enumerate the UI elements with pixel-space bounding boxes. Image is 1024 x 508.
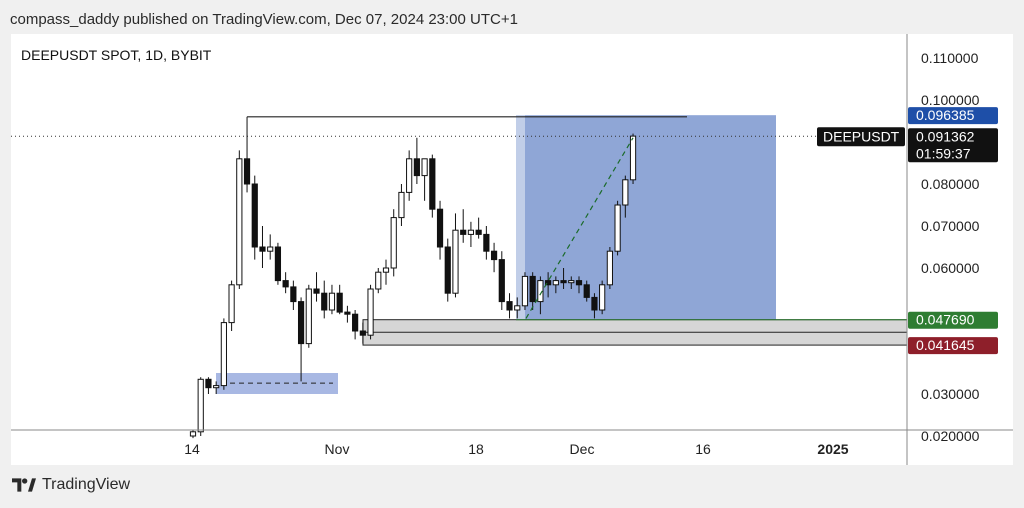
candle[interactable]: [297, 301, 305, 345]
candle[interactable]: [444, 246, 451, 294]
footer-brand: TradingView: [42, 476, 131, 493]
candle[interactable]: [490, 250, 498, 261]
candle[interactable]: [460, 229, 467, 235]
symbol-tag: [817, 127, 905, 147]
y-tick-label: 0.110000: [921, 50, 979, 66]
candle[interactable]: [274, 246, 282, 282]
candle[interactable]: [622, 179, 629, 206]
candle[interactable]: [452, 229, 459, 294]
candle[interactable]: [213, 385, 220, 389]
last-price-value: 0.091362: [916, 128, 975, 144]
candle[interactable]: [251, 183, 258, 248]
candle[interactable]: [375, 271, 382, 290]
candle[interactable]: [344, 311, 351, 315]
candle[interactable]: [421, 158, 428, 177]
candle[interactable]: [406, 158, 413, 193]
candle[interactable]: [359, 330, 366, 336]
candle[interactable]: [290, 286, 297, 303]
candle[interactable]: [537, 280, 544, 303]
y-tick-label: 0.020000: [921, 428, 980, 444]
candle[interactable]: [336, 292, 343, 313]
x-tick-label: 14: [184, 441, 200, 457]
candle[interactable]: [498, 259, 505, 303]
candle[interactable]: [614, 204, 621, 252]
candle[interactable]: [560, 280, 567, 284]
candle[interactable]: [352, 313, 359, 332]
candle[interactable]: [467, 229, 475, 235]
candle[interactable]: [552, 280, 559, 286]
candle[interactable]: [382, 267, 390, 273]
candle[interactable]: [575, 280, 583, 286]
tradingview-logo-icon: [12, 478, 36, 492]
y-tick-label: 0.060000: [921, 260, 980, 276]
symbol-tag-text: DEEPUSDT: [823, 128, 900, 144]
candle[interactable]: [282, 280, 289, 288]
projection-dashed-line: [525, 137, 634, 319]
y-tick-label: 0.070000: [921, 218, 980, 234]
candle[interactable]: [606, 250, 613, 286]
entry-price-badge-text: 0.047690: [916, 312, 975, 328]
candle[interactable]: [189, 431, 197, 437]
x-tick-label: 16: [695, 441, 711, 457]
candle[interactable]: [398, 191, 405, 219]
candle[interactable]: [205, 378, 212, 389]
candle[interactable]: [259, 246, 266, 252]
candle[interactable]: [228, 284, 235, 324]
candle[interactable]: [220, 322, 227, 387]
candle[interactable]: [321, 292, 328, 311]
tradingview-footer: TradingView: [12, 476, 130, 494]
candle[interactable]: [429, 158, 436, 210]
candle[interactable]: [506, 301, 513, 311]
candle[interactable]: [390, 217, 397, 269]
candle[interactable]: [413, 158, 420, 177]
candle[interactable]: [629, 135, 637, 181]
y-tick-label: 0.100000: [921, 92, 980, 108]
candle[interactable]: [305, 288, 312, 345]
candle[interactable]: [545, 280, 552, 286]
chart-panel[interactable]: 0.110000 0.100000 0.080000 0.070000 0.060000…: [11, 34, 1013, 465]
candle[interactable]: [475, 229, 482, 235]
candle[interactable]: [328, 292, 336, 311]
x-tick-label: 2025: [817, 441, 848, 457]
candlestick-chart[interactable]: 0.110000 0.100000 0.080000 0.070000 0.060000…: [11, 34, 1013, 465]
candle[interactable]: [521, 275, 529, 307]
stop-price-badge-text: 0.041645: [916, 337, 975, 353]
chart-title: DEEPUSDT SPOT, 1D, BYBIT: [21, 47, 212, 63]
candle[interactable]: [267, 246, 274, 252]
candle[interactable]: [591, 296, 598, 311]
target-price-badge-text: 0.096385: [916, 107, 975, 123]
candle[interactable]: [236, 158, 243, 286]
last-price-badge: [908, 128, 998, 163]
y-tick-label: 0.030000: [921, 386, 980, 402]
y-tick-label: 0.080000: [921, 176, 980, 192]
candle[interactable]: [568, 280, 575, 284]
target-profit-zone[interactable]: [516, 115, 776, 320]
profit-zone-edge: [516, 115, 525, 320]
candle[interactable]: [367, 288, 374, 336]
candle[interactable]: [599, 284, 606, 311]
candle[interactable]: [514, 305, 521, 311]
entry-price-badge: [908, 311, 998, 329]
x-tick-label: 18: [468, 441, 484, 457]
candle[interactable]: [583, 284, 590, 298]
stop-price-badge: [908, 337, 998, 355]
candle[interactable]: [436, 208, 444, 248]
candle[interactable]: [313, 288, 320, 294]
target-price-badge: [908, 107, 998, 125]
candle[interactable]: [529, 275, 536, 303]
candle[interactable]: [243, 158, 251, 185]
bar-countdown: 01:59:37: [916, 145, 971, 161]
x-tick-label: Nov: [325, 441, 350, 457]
x-tick-label: Dec: [570, 441, 595, 457]
candle[interactable]: [483, 233, 490, 252]
candle[interactable]: [197, 378, 204, 433]
publish-header: compass_daddy published on TradingView.c…: [10, 11, 518, 28]
